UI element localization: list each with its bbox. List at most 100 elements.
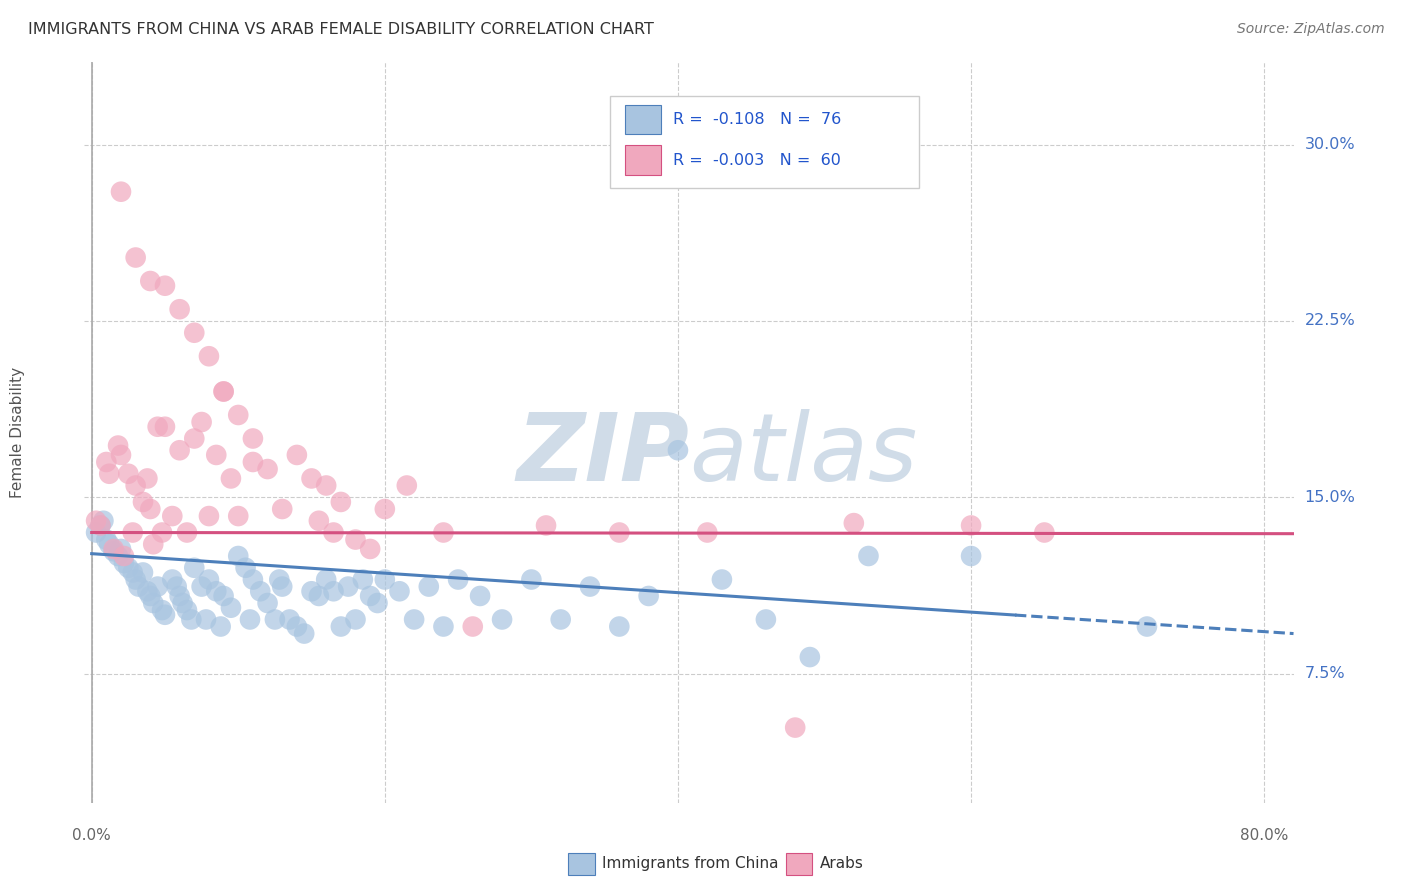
Point bbox=[98, 467, 121, 481]
Text: R =  -0.108   N =  76: R = -0.108 N = 76 bbox=[673, 112, 841, 127]
Point bbox=[344, 612, 367, 626]
Point bbox=[579, 580, 602, 594]
Point bbox=[212, 384, 235, 399]
Text: 7.5%: 7.5% bbox=[1305, 666, 1346, 681]
Point bbox=[107, 438, 129, 452]
Point bbox=[256, 596, 278, 610]
Point bbox=[98, 537, 121, 551]
Point bbox=[239, 612, 262, 626]
Point bbox=[162, 509, 184, 524]
Point bbox=[329, 619, 352, 633]
Point bbox=[226, 509, 249, 524]
Point bbox=[960, 549, 983, 563]
Point bbox=[212, 384, 235, 399]
Point bbox=[242, 432, 264, 446]
FancyBboxPatch shape bbox=[568, 853, 595, 875]
Point bbox=[337, 580, 360, 594]
Point bbox=[249, 584, 271, 599]
Point bbox=[139, 502, 162, 516]
Point bbox=[153, 607, 176, 622]
Point bbox=[136, 471, 159, 485]
Point bbox=[388, 584, 411, 599]
Point bbox=[666, 443, 689, 458]
Point bbox=[183, 561, 205, 575]
Point bbox=[755, 612, 778, 626]
Text: IMMIGRANTS FROM CHINA VS ARAB FEMALE DISABILITY CORRELATION CHART: IMMIGRANTS FROM CHINA VS ARAB FEMALE DIS… bbox=[28, 22, 654, 37]
FancyBboxPatch shape bbox=[624, 145, 661, 175]
Point bbox=[235, 561, 257, 575]
Point bbox=[212, 589, 235, 603]
FancyBboxPatch shape bbox=[610, 95, 918, 188]
Text: Source: ZipAtlas.com: Source: ZipAtlas.com bbox=[1237, 22, 1385, 37]
Point bbox=[315, 478, 337, 492]
Point bbox=[461, 619, 484, 633]
Point bbox=[607, 619, 630, 633]
Point bbox=[209, 619, 232, 633]
Point bbox=[103, 541, 125, 556]
Point bbox=[352, 573, 374, 587]
Point bbox=[432, 619, 454, 633]
Point bbox=[468, 589, 491, 603]
Point bbox=[205, 448, 228, 462]
Point bbox=[176, 603, 198, 617]
Point bbox=[799, 650, 821, 665]
Point bbox=[418, 580, 440, 594]
Text: 15.0%: 15.0% bbox=[1305, 490, 1355, 505]
Point bbox=[269, 573, 291, 587]
Point bbox=[301, 584, 323, 599]
Point bbox=[198, 509, 221, 524]
Point bbox=[960, 518, 983, 533]
Point bbox=[172, 596, 194, 610]
Point bbox=[198, 573, 221, 587]
Point bbox=[271, 580, 294, 594]
Point bbox=[139, 589, 162, 603]
Point bbox=[264, 612, 287, 626]
Point bbox=[183, 432, 205, 446]
Point bbox=[315, 573, 337, 587]
Point bbox=[190, 580, 212, 594]
Point bbox=[447, 573, 470, 587]
Text: Arabs: Arabs bbox=[820, 856, 863, 871]
Point bbox=[301, 471, 323, 485]
Point bbox=[1033, 525, 1056, 540]
Point bbox=[96, 533, 118, 547]
Point bbox=[153, 419, 176, 434]
Point bbox=[205, 584, 228, 599]
Point bbox=[395, 478, 418, 492]
Text: 22.5%: 22.5% bbox=[1305, 313, 1355, 328]
Point bbox=[180, 612, 202, 626]
Text: 80.0%: 80.0% bbox=[1240, 828, 1288, 843]
Point bbox=[322, 525, 344, 540]
Point bbox=[183, 326, 205, 340]
Point bbox=[110, 448, 132, 462]
Point bbox=[292, 626, 315, 640]
Point bbox=[374, 573, 396, 587]
Point bbox=[256, 462, 278, 476]
Point bbox=[226, 408, 249, 422]
Point bbox=[132, 495, 155, 509]
Text: Female Disability: Female Disability bbox=[10, 367, 25, 499]
Point bbox=[150, 603, 173, 617]
Point bbox=[534, 518, 557, 533]
Point bbox=[271, 502, 294, 516]
Point bbox=[128, 580, 150, 594]
Point bbox=[374, 502, 396, 516]
Point bbox=[195, 612, 218, 626]
Point bbox=[550, 612, 572, 626]
Point bbox=[432, 525, 454, 540]
Point bbox=[308, 514, 330, 528]
Point bbox=[84, 514, 107, 528]
Point bbox=[329, 495, 352, 509]
Point bbox=[710, 573, 733, 587]
Point bbox=[285, 619, 308, 633]
Point bbox=[404, 612, 426, 626]
Point bbox=[146, 419, 169, 434]
Point bbox=[93, 514, 115, 528]
Point bbox=[84, 525, 107, 540]
Point bbox=[146, 580, 169, 594]
Text: atlas: atlas bbox=[689, 409, 917, 500]
Point bbox=[112, 556, 135, 570]
Point bbox=[166, 580, 188, 594]
Point bbox=[124, 478, 146, 492]
Point bbox=[1136, 619, 1159, 633]
